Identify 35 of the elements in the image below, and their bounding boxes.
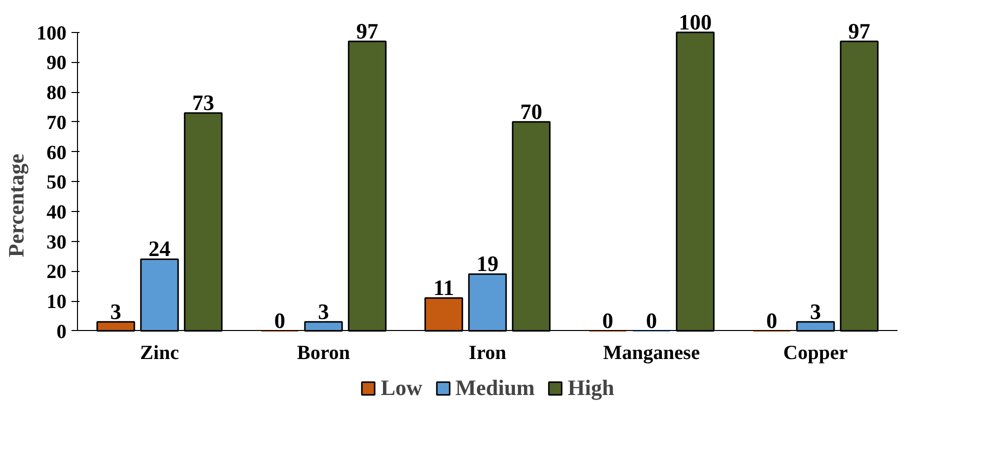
data-label: 19 (476, 251, 498, 276)
data-label: 97 (848, 18, 870, 44)
x-tick-label: Copper (783, 342, 848, 364)
data-label: 0 (646, 308, 657, 333)
legend-label: Low (380, 375, 422, 401)
y-tick-label: 80 (46, 82, 66, 104)
x-tick-label: Manganese (603, 342, 700, 364)
x-tick-label: Iron (468, 342, 506, 364)
data-label: 11 (433, 275, 454, 300)
y-tick-label: 60 (46, 142, 66, 164)
data-label: 24 (148, 236, 170, 262)
y-tick-label: 20 (46, 261, 66, 284)
y-axis-title: Percentage (4, 154, 28, 258)
data-label: 3 (810, 298, 821, 324)
data-label: 100 (678, 9, 712, 34)
y-tick-label: 90 (46, 52, 66, 74)
data-label: 3 (110, 298, 122, 324)
y-tick-label: 10 (46, 291, 66, 314)
data-label: 73 (192, 90, 214, 115)
y-tick-label: 100 (36, 22, 66, 44)
data-label: 0 (766, 308, 778, 333)
data-label: 0 (274, 308, 286, 333)
y-tick-label: 30 (46, 231, 66, 254)
y-tick-label: 0 (56, 320, 66, 343)
data-label: 97 (356, 18, 378, 44)
y-tick-label: 70 (46, 112, 66, 134)
x-tick-label: Boron (297, 342, 350, 364)
x-tick-label: Zinc (140, 342, 180, 364)
y-tick-label: 50 (46, 172, 66, 194)
legend-label: Medium (455, 375, 535, 401)
data-label: 3 (318, 298, 329, 324)
y-tick-label: 40 (46, 201, 66, 224)
data-label: 70 (520, 98, 542, 124)
data-label: 0 (602, 308, 614, 333)
legend-label: High (568, 375, 614, 401)
